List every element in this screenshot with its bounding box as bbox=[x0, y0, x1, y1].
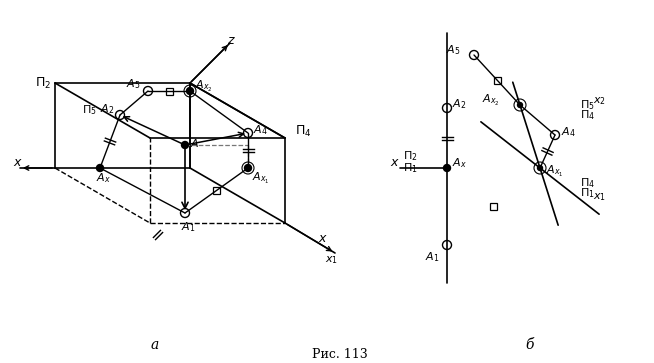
Text: $\Pi_5$: $\Pi_5$ bbox=[82, 103, 97, 117]
Text: a: a bbox=[151, 338, 159, 352]
Text: $\Pi_1$: $\Pi_1$ bbox=[403, 161, 418, 175]
Text: $z$: $z$ bbox=[227, 33, 236, 46]
Text: $A_4$: $A_4$ bbox=[253, 123, 267, 137]
Text: $A_{x_2}$: $A_{x_2}$ bbox=[482, 93, 500, 107]
Text: $x$: $x$ bbox=[318, 232, 328, 245]
Text: $\Pi_4$: $\Pi_4$ bbox=[580, 108, 595, 122]
Text: $x$: $x$ bbox=[390, 156, 400, 170]
Text: $\Pi_2$: $\Pi_2$ bbox=[35, 76, 51, 90]
Text: $A_5$: $A_5$ bbox=[446, 43, 460, 57]
Text: $A_4$: $A_4$ bbox=[561, 125, 576, 139]
Text: $x_2$: $x_2$ bbox=[593, 95, 606, 107]
Text: $\Pi_4$: $\Pi_4$ bbox=[580, 176, 595, 190]
Circle shape bbox=[517, 102, 523, 107]
Text: $A_{x_2}$: $A_{x_2}$ bbox=[195, 78, 213, 94]
Text: $\Pi_5$: $\Pi_5$ bbox=[580, 98, 594, 112]
Text: $\Pi_4$: $\Pi_4$ bbox=[295, 123, 311, 139]
Text: $A_2$: $A_2$ bbox=[452, 97, 466, 111]
Circle shape bbox=[97, 164, 103, 171]
Text: $A_x$: $A_x$ bbox=[96, 171, 111, 185]
Text: $A_2$: $A_2$ bbox=[100, 102, 114, 116]
Text: б: б bbox=[526, 338, 534, 352]
Text: $x_1$: $x_1$ bbox=[593, 191, 606, 203]
Text: $A$: $A$ bbox=[190, 137, 199, 149]
Circle shape bbox=[245, 164, 252, 171]
Text: $\Pi_2$: $\Pi_2$ bbox=[403, 149, 418, 163]
Text: $A_1$: $A_1$ bbox=[181, 220, 196, 234]
Text: $A_{x_1}$: $A_{x_1}$ bbox=[252, 171, 269, 185]
Text: $x$: $x$ bbox=[13, 156, 23, 170]
Text: $A_{x_1}$: $A_{x_1}$ bbox=[546, 163, 564, 179]
Text: $x_1$: $x_1$ bbox=[325, 254, 338, 266]
Circle shape bbox=[538, 166, 543, 171]
Text: $A_1$: $A_1$ bbox=[425, 250, 439, 264]
Text: Рис. 113: Рис. 113 bbox=[312, 348, 368, 362]
Circle shape bbox=[182, 142, 188, 148]
Text: $\Pi_1$: $\Pi_1$ bbox=[580, 186, 594, 200]
Text: $A_x$: $A_x$ bbox=[452, 156, 467, 170]
Circle shape bbox=[443, 164, 451, 171]
Text: $A_5$: $A_5$ bbox=[126, 77, 141, 91]
Circle shape bbox=[186, 87, 194, 94]
